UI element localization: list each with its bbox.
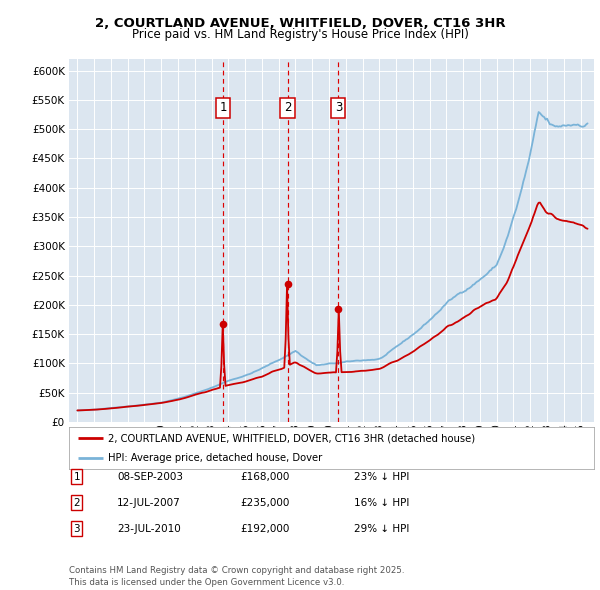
Text: £168,000: £168,000 bbox=[240, 472, 289, 481]
Text: 2, COURTLAND AVENUE, WHITFIELD, DOVER, CT16 3HR (detached house): 2, COURTLAND AVENUE, WHITFIELD, DOVER, C… bbox=[109, 433, 476, 443]
Text: 29% ↓ HPI: 29% ↓ HPI bbox=[354, 524, 409, 533]
Text: 3: 3 bbox=[73, 524, 80, 533]
Text: 16% ↓ HPI: 16% ↓ HPI bbox=[354, 498, 409, 507]
Text: 23% ↓ HPI: 23% ↓ HPI bbox=[354, 472, 409, 481]
Text: 2, COURTLAND AVENUE, WHITFIELD, DOVER, CT16 3HR: 2, COURTLAND AVENUE, WHITFIELD, DOVER, C… bbox=[95, 17, 505, 30]
Text: 3: 3 bbox=[335, 101, 342, 114]
Text: Price paid vs. HM Land Registry's House Price Index (HPI): Price paid vs. HM Land Registry's House … bbox=[131, 28, 469, 41]
Text: 1: 1 bbox=[73, 472, 80, 481]
Text: Contains HM Land Registry data © Crown copyright and database right 2025.
This d: Contains HM Land Registry data © Crown c… bbox=[69, 566, 404, 587]
Text: 1: 1 bbox=[220, 101, 227, 114]
Text: 23-JUL-2010: 23-JUL-2010 bbox=[117, 524, 181, 533]
Text: 08-SEP-2003: 08-SEP-2003 bbox=[117, 472, 183, 481]
Text: 2: 2 bbox=[284, 101, 292, 114]
Text: £235,000: £235,000 bbox=[240, 498, 289, 507]
Text: £192,000: £192,000 bbox=[240, 524, 289, 533]
Text: 12-JUL-2007: 12-JUL-2007 bbox=[117, 498, 181, 507]
Text: 2: 2 bbox=[73, 498, 80, 507]
Text: HPI: Average price, detached house, Dover: HPI: Average price, detached house, Dove… bbox=[109, 453, 323, 463]
